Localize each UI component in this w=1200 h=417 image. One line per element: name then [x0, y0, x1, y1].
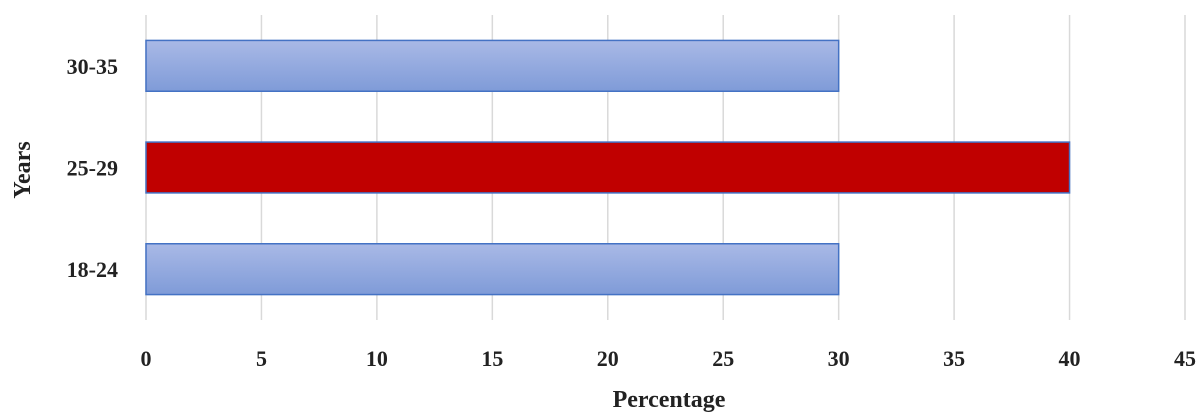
- x-tick-label: 40: [1059, 346, 1081, 371]
- x-tick-label: 15: [481, 346, 503, 371]
- x-tick-label: 5: [256, 346, 267, 371]
- x-tick-label: 10: [366, 346, 388, 371]
- bar-18-24: [145, 243, 840, 296]
- x-tick-label: 45: [1174, 346, 1196, 371]
- y-category-label: 25-29: [67, 156, 118, 181]
- category-labels: 30-35 25-29 18-24: [67, 54, 118, 282]
- y-category-label: 30-35: [67, 54, 118, 79]
- x-axis-title: Percentage: [613, 387, 726, 413]
- y-category-label: 18-24: [67, 257, 118, 282]
- x-tick-label: 0: [141, 346, 152, 371]
- x-tick-label: 35: [943, 346, 965, 371]
- bars: [145, 39, 1071, 296]
- bar-25-29: [145, 141, 1071, 194]
- x-tick-label: 30: [828, 346, 850, 371]
- x-tick-labels: 0 5 10 15 20 25 30 35 40 45: [141, 346, 1197, 371]
- x-tick-label: 25: [712, 346, 734, 371]
- bar-30-35: [145, 39, 840, 92]
- y-axis-title: Years: [10, 141, 36, 198]
- x-tick-label: 20: [597, 346, 619, 371]
